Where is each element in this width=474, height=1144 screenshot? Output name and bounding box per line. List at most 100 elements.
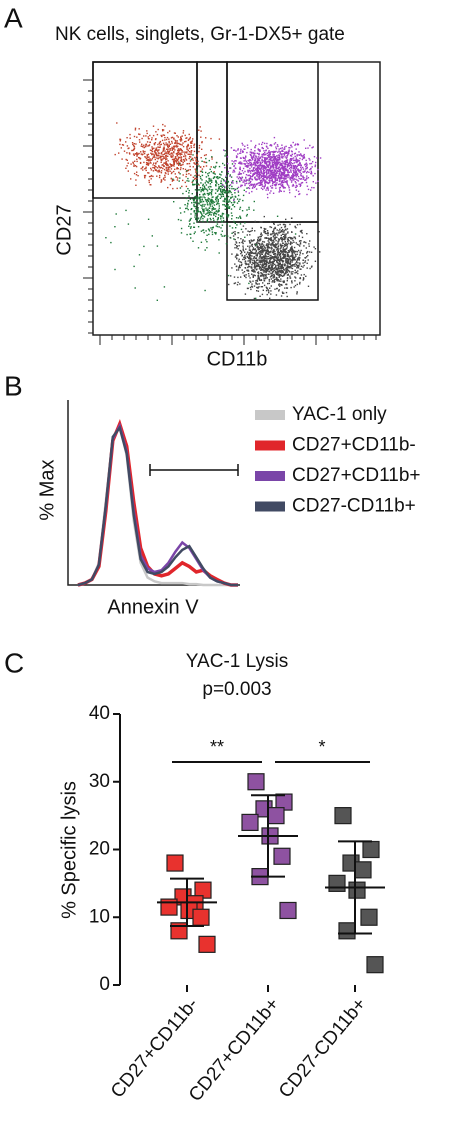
- event: [279, 180, 281, 183]
- event: [273, 248, 275, 251]
- event: [278, 269, 281, 271]
- event: [254, 159, 256, 162]
- event: [296, 159, 298, 161]
- event: [282, 257, 284, 259]
- event: [249, 277, 251, 279]
- event: [266, 157, 268, 159]
- event: [190, 153, 192, 155]
- event: [202, 188, 204, 190]
- event: [287, 154, 289, 156]
- event: [239, 206, 242, 209]
- event: [183, 160, 186, 162]
- event: [277, 250, 279, 252]
- event: [262, 174, 265, 177]
- event: [297, 190, 300, 193]
- event: [155, 131, 157, 133]
- event: [273, 156, 276, 158]
- event: [301, 155, 304, 157]
- event: [149, 161, 151, 163]
- event: [164, 125, 166, 127]
- event: [293, 256, 296, 259]
- event: [136, 153, 138, 155]
- event: [286, 280, 288, 282]
- event: [281, 264, 283, 266]
- event: [220, 227, 222, 229]
- event: [293, 172, 296, 174]
- event: [267, 255, 270, 258]
- event: [256, 170, 258, 172]
- event: [266, 263, 268, 265]
- event: [277, 262, 279, 264]
- event: [263, 273, 265, 276]
- event: [291, 252, 293, 254]
- event: [278, 232, 281, 234]
- event: [277, 256, 280, 258]
- event: [204, 161, 206, 164]
- event: [237, 281, 239, 284]
- event: [166, 152, 168, 155]
- event: [229, 167, 231, 169]
- event: [282, 173, 284, 175]
- event: [240, 185, 242, 188]
- event: [284, 166, 287, 168]
- event: [160, 152, 162, 155]
- event: [268, 151, 270, 154]
- event: [227, 162, 229, 165]
- event: [299, 223, 301, 226]
- event: [300, 182, 303, 184]
- event: [310, 251, 313, 253]
- x-tick-label: CD27-CD11b+: [275, 994, 371, 1102]
- event: [155, 138, 157, 140]
- event: [234, 192, 236, 194]
- event: [241, 170, 244, 172]
- event: [180, 219, 182, 222]
- event: [241, 210, 244, 212]
- event: [260, 168, 262, 170]
- event: [139, 141, 141, 143]
- event: [175, 145, 178, 147]
- event: [299, 169, 301, 171]
- event: [177, 218, 180, 221]
- legend-label: CD27-CD11b+: [292, 496, 416, 517]
- event: [208, 230, 211, 232]
- event: [268, 181, 270, 184]
- event: [291, 175, 293, 178]
- legend-swatch: [255, 440, 285, 451]
- event: [239, 161, 242, 163]
- event: [280, 245, 282, 247]
- event: [211, 228, 213, 231]
- event: [286, 287, 288, 289]
- event: [272, 260, 274, 263]
- event: [275, 164, 277, 166]
- event: [279, 255, 282, 258]
- event: [147, 145, 149, 147]
- event: [284, 152, 286, 154]
- event: [291, 231, 293, 233]
- event: [278, 238, 280, 240]
- event: [153, 155, 155, 158]
- event: [280, 234, 282, 237]
- event: [305, 241, 307, 244]
- event: [291, 238, 293, 240]
- event: [266, 287, 269, 289]
- event: [303, 139, 305, 141]
- event: [203, 216, 206, 218]
- event: [195, 196, 198, 198]
- event: [269, 164, 271, 166]
- event: [271, 169, 274, 172]
- event: [275, 256, 277, 259]
- event: [208, 200, 210, 202]
- event: [218, 239, 220, 241]
- event: [277, 162, 279, 165]
- event: [156, 153, 158, 156]
- event: [163, 148, 165, 150]
- event: [290, 169, 292, 171]
- event: [164, 172, 167, 174]
- event: [300, 175, 302, 177]
- event: [258, 261, 260, 263]
- event: [195, 170, 197, 172]
- event: [283, 274, 285, 277]
- event: [289, 249, 291, 251]
- event: [155, 152, 157, 155]
- event: [226, 235, 229, 237]
